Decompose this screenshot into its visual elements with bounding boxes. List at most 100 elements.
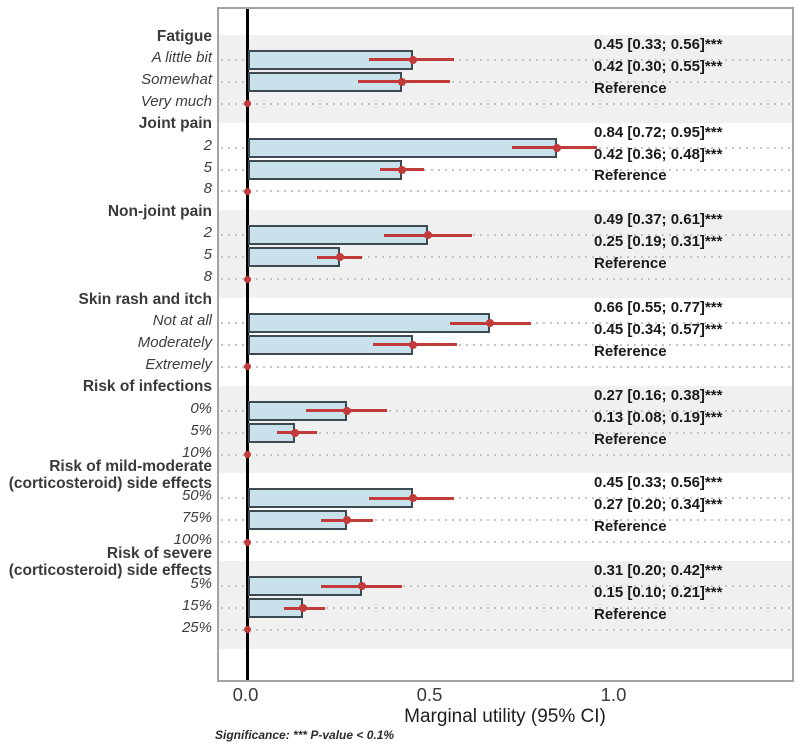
level-label: Moderately <box>137 333 212 351</box>
grid-line <box>221 80 790 83</box>
level-label: 5 <box>203 158 212 176</box>
level-label: 75% <box>181 509 212 527</box>
group-label: Risk of infections <box>82 378 212 396</box>
level-label: A little bit <box>151 48 212 66</box>
grid-line <box>221 541 790 544</box>
grid-line <box>221 190 790 193</box>
x-tick-label: 0.0 <box>232 684 259 705</box>
annotation-label: 0.45 [0.33; 0.56]*** <box>594 474 723 492</box>
annotation-label: Reference <box>594 605 667 623</box>
reference-dot <box>244 451 251 459</box>
level-label: Very much <box>140 92 212 110</box>
level-label: 5% <box>190 575 212 593</box>
grid-line <box>221 497 790 500</box>
group-band <box>219 385 792 474</box>
point-estimate-dot <box>298 604 307 613</box>
significance-note: Significance: *** P-value < 0.1% <box>215 728 395 742</box>
plot-panel <box>217 7 794 682</box>
point-estimate-dot <box>409 340 418 349</box>
point-estimate-dot <box>335 253 344 262</box>
level-label: 50% <box>181 487 212 505</box>
grid-line <box>221 453 790 456</box>
grid-line <box>221 256 790 259</box>
point-estimate-dot <box>409 494 418 503</box>
point-estimate-dot <box>357 582 366 591</box>
annotation-label: 0.49 [0.37; 0.61]*** <box>594 211 723 229</box>
grid-line <box>221 58 790 61</box>
group-label: Risk of mild-moderate (corticosteroid) si… <box>8 457 212 492</box>
x-tick-label: 1.0 <box>600 684 627 705</box>
level-label: 100% <box>173 531 212 549</box>
level-label: 8 <box>203 268 212 286</box>
annotation-label: Reference <box>594 255 667 273</box>
annotation-label: 0.66 [0.55; 0.77]*** <box>594 299 723 317</box>
group-label: Skin rash and itch <box>78 290 212 308</box>
point-estimate-dot <box>486 319 495 328</box>
group-label: Fatigue <box>156 27 212 45</box>
grid-line <box>221 278 790 281</box>
level-label: Not at all <box>152 312 212 330</box>
point-estimate-dot <box>342 406 351 415</box>
level-label: 2 <box>203 136 212 154</box>
level-label: 5 <box>203 246 212 264</box>
annotation-label: 0.45 [0.33; 0.56]*** <box>594 35 723 53</box>
group-band <box>219 561 792 649</box>
reference-dot <box>244 275 251 283</box>
level-label: Extremely <box>145 355 212 373</box>
annotation-label: 0.84 [0.72; 0.95]*** <box>594 123 723 141</box>
grid-line <box>221 102 790 105</box>
reference-dot <box>244 187 251 195</box>
grid-line <box>221 365 790 368</box>
point-estimate-dot <box>409 55 418 64</box>
reference-dot <box>244 100 251 108</box>
annotation-label: 0.45 [0.34; 0.57]*** <box>594 320 723 338</box>
reference-dot <box>244 626 251 634</box>
annotation-label: 0.31 [0.20; 0.42]*** <box>594 562 723 580</box>
bar <box>247 159 403 180</box>
level-label: 2 <box>203 224 212 242</box>
annotation-label: Reference <box>594 518 667 536</box>
point-estimate-dot <box>552 143 561 152</box>
grid-line <box>221 234 790 237</box>
grid-line <box>221 409 790 412</box>
annotation-label: 0.27 [0.20; 0.34]*** <box>594 496 723 514</box>
level-label: 15% <box>181 597 212 615</box>
group-label: Risk of severe (corticosteroid) side effe… <box>8 545 212 580</box>
level-label: 25% <box>181 618 212 636</box>
point-estimate-dot <box>291 428 300 437</box>
reference-dot <box>244 363 251 371</box>
annotation-label: 0.13 [0.08; 0.19]*** <box>594 408 723 426</box>
reference-dot <box>244 538 251 546</box>
annotation-label: 0.42 [0.30; 0.55]*** <box>594 57 723 75</box>
level-label: Somewhat <box>141 70 212 88</box>
group-label: Non-joint pain <box>107 202 212 220</box>
point-estimate-dot <box>423 231 432 240</box>
grid-line <box>221 585 790 588</box>
x-tick-label: 0.5 <box>416 684 443 705</box>
point-estimate-dot <box>398 77 407 86</box>
group-label: Joint pain <box>138 115 212 133</box>
point-estimate-dot <box>342 516 351 525</box>
annotation-label: 0.42 [0.36; 0.48]*** <box>594 145 723 163</box>
annotation-label: 0.25 [0.19; 0.31]*** <box>594 233 723 251</box>
annotation-label: Reference <box>594 342 667 360</box>
point-estimate-dot <box>398 165 407 174</box>
level-label: 0% <box>190 399 212 417</box>
grid-line <box>221 168 790 171</box>
level-label: 8 <box>203 180 212 198</box>
annotation-label: Reference <box>594 167 667 185</box>
grid-line <box>221 431 790 434</box>
annotation-label: Reference <box>594 79 667 97</box>
annotation-label: 0.15 [0.10; 0.21]*** <box>594 584 723 602</box>
annotation-label: 0.27 [0.16; 0.38]*** <box>594 386 723 404</box>
grid-line <box>221 343 790 346</box>
grid-line <box>221 628 790 631</box>
x-axis-title: Marginal utility (95% CI) <box>404 706 606 727</box>
grid-line <box>221 607 790 610</box>
grid-line <box>221 519 790 522</box>
annotation-label: Reference <box>594 430 667 448</box>
level-label: 5% <box>190 421 212 439</box>
bar <box>247 137 557 158</box>
level-label: 10% <box>181 443 212 461</box>
